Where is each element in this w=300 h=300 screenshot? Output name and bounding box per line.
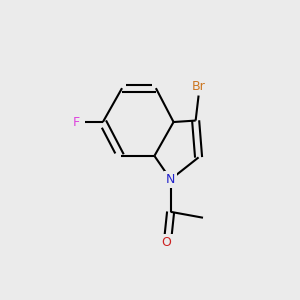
- Text: O: O: [161, 236, 171, 249]
- Text: Br: Br: [192, 80, 206, 93]
- Text: F: F: [73, 116, 80, 128]
- Text: N: N: [166, 173, 175, 186]
